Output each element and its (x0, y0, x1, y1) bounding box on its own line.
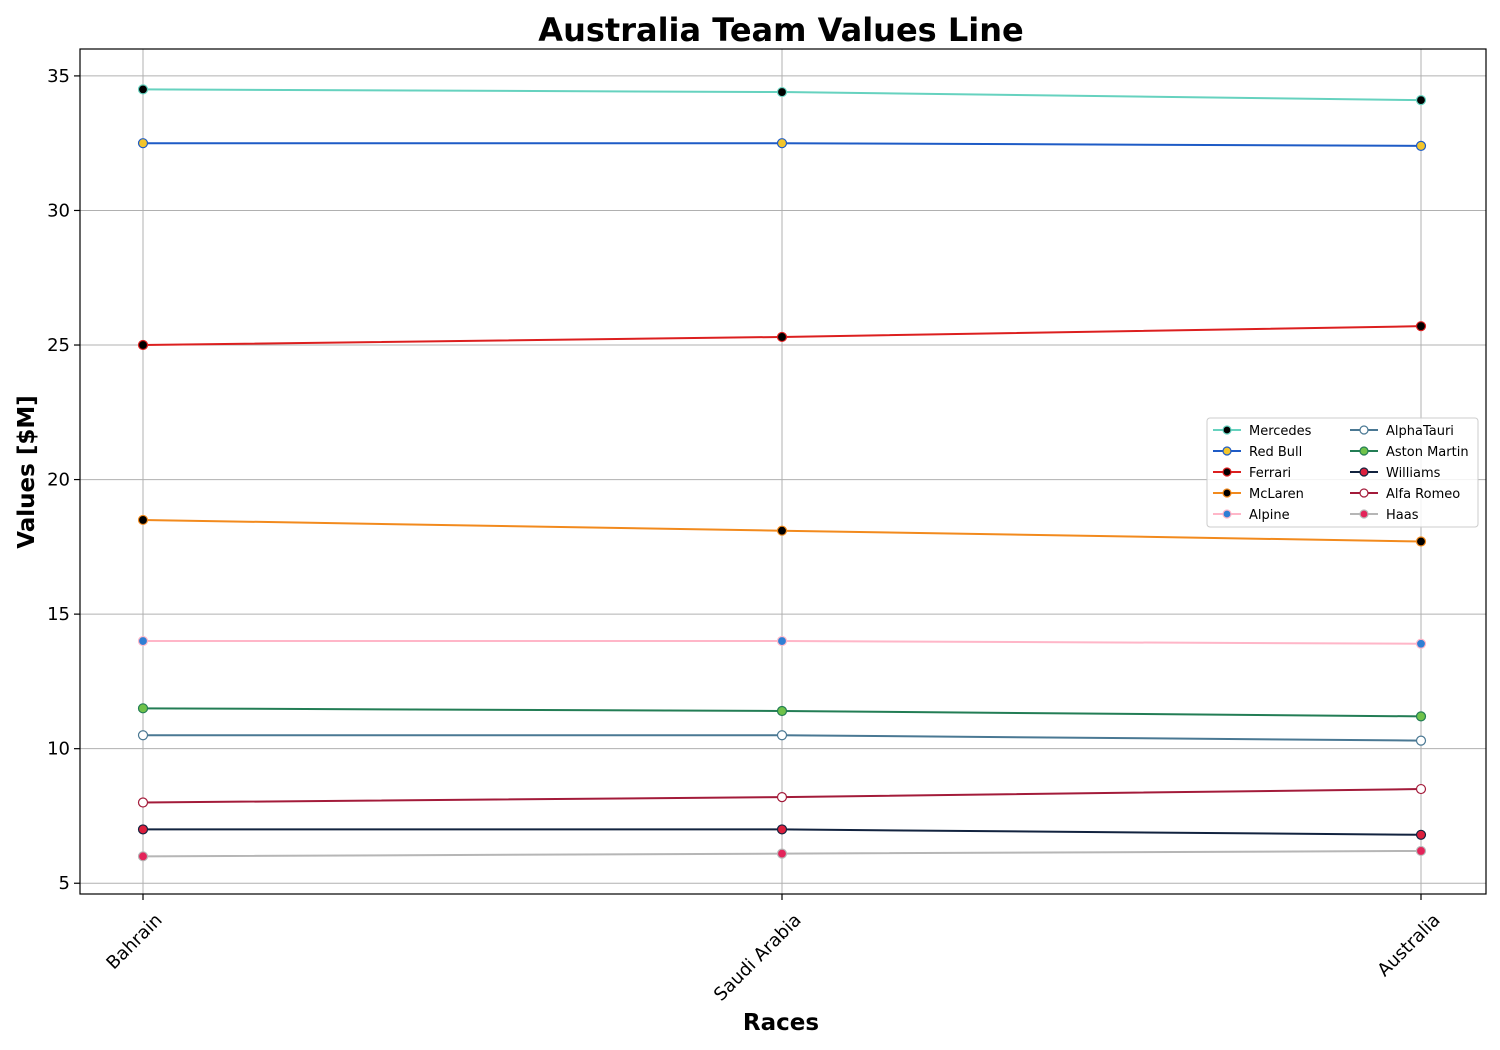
legend-entry-red-bull: Red Bull (1213, 445, 1302, 460)
data-point-red-bull (776, 138, 788, 149)
series-layer (137, 84, 1427, 862)
y-tick-label: 25 (47, 335, 70, 356)
series-haas (137, 845, 1427, 862)
data-point-mercedes (137, 84, 149, 95)
legend-entry-alphatauri: AlphaTauri (1350, 424, 1454, 439)
series-ferrari (137, 321, 1427, 351)
legend-swatch-marker (1359, 446, 1369, 456)
y-tick-label: 20 (47, 470, 70, 491)
series-alphatauri (137, 730, 1427, 746)
y-tick-label: 30 (47, 200, 70, 221)
series-aston-martin (137, 703, 1427, 722)
y-tick-label: 35 (47, 66, 70, 87)
legend-entry-mclaren: McLaren (1213, 487, 1304, 502)
legend-entry-haas: Haas (1350, 508, 1419, 523)
legend-swatch-marker (1359, 509, 1369, 519)
legend-entry-alfa-romeo: Alfa Romeo (1350, 487, 1460, 502)
data-point-williams (776, 824, 788, 835)
data-point-red-bull (137, 138, 149, 149)
data-point-aston-martin (1415, 711, 1427, 722)
legend-label: Alpine (1249, 508, 1290, 523)
series-red-bull (137, 138, 1427, 151)
data-point-red-bull (1415, 140, 1427, 151)
legend-label: Haas (1386, 508, 1419, 523)
legend-entry-mercedes: Mercedes (1213, 424, 1312, 439)
legend-swatch-marker (1222, 509, 1232, 519)
data-point-mclaren (137, 514, 149, 526)
legend-label: Alfa Romeo (1386, 487, 1460, 502)
data-point-ferrari (776, 331, 788, 343)
data-point-alpine (776, 635, 788, 647)
data-point-alfa-romeo (137, 797, 149, 808)
legend-entry-ferrari: Ferrari (1213, 466, 1291, 481)
legend-label: AlphaTauri (1386, 424, 1454, 439)
legend-label: Ferrari (1249, 466, 1291, 481)
data-point-alphatauri (776, 730, 788, 741)
legend-entry-aston-martin: Aston Martin (1350, 445, 1469, 460)
legend-swatch-marker (1222, 425, 1232, 435)
data-point-mclaren (776, 525, 788, 536)
data-point-mercedes (776, 86, 788, 98)
data-point-ferrari (137, 339, 149, 351)
series-mclaren (137, 514, 1427, 547)
legend-label: Aston Martin (1386, 445, 1469, 460)
y-tick-label: 15 (47, 604, 70, 625)
data-point-ferrari (1415, 321, 1427, 332)
series-williams (137, 824, 1427, 840)
legend-box (1206, 417, 1479, 528)
data-point-williams (1415, 829, 1427, 840)
legend-entry-alpine: Alpine (1213, 508, 1290, 523)
series-alfa-romeo (137, 783, 1427, 808)
data-point-aston-martin (137, 703, 149, 714)
x-axis-label: Races (743, 1010, 819, 1036)
data-point-alfa-romeo (776, 792, 788, 803)
data-point-haas (776, 848, 788, 859)
legend-swatch-marker (1359, 425, 1369, 435)
plot-frame (79, 48, 1487, 895)
data-point-alphatauri (137, 730, 149, 741)
data-point-haas (137, 851, 149, 862)
legend-swatch-marker (1222, 467, 1232, 477)
y-axis-label: Values [$M] (14, 395, 40, 549)
data-point-aston-martin (776, 705, 788, 717)
legend-swatch-marker (1359, 488, 1369, 498)
data-point-alpine (1415, 638, 1427, 649)
y-tick-label: 10 (47, 739, 70, 760)
series-alpine (137, 635, 1427, 649)
legend-label: Red Bull (1249, 445, 1302, 460)
chart-title: Australia Team Values Line (538, 11, 1023, 49)
legend-label: Mercedes (1249, 424, 1312, 439)
legend-entry-williams: Williams (1350, 466, 1441, 481)
legend-label: McLaren (1249, 487, 1304, 502)
data-point-mclaren (1415, 536, 1427, 547)
data-point-mercedes (1415, 95, 1427, 106)
data-point-williams (137, 824, 149, 835)
legend-swatch-marker (1222, 488, 1232, 498)
data-point-haas (1415, 845, 1427, 857)
y-tick-label: 5 (59, 873, 70, 894)
legend: Mercedes Red Bull Ferrari McLaren Alpine Alph… (1206, 417, 1479, 528)
legend-swatch-marker (1222, 446, 1232, 456)
data-point-alphatauri (1415, 735, 1427, 746)
legend-label: Williams (1386, 466, 1441, 481)
series-mercedes (137, 84, 1427, 106)
data-point-alpine (137, 635, 149, 647)
data-point-alfa-romeo (1415, 783, 1427, 795)
legend-swatch-marker (1359, 467, 1369, 477)
